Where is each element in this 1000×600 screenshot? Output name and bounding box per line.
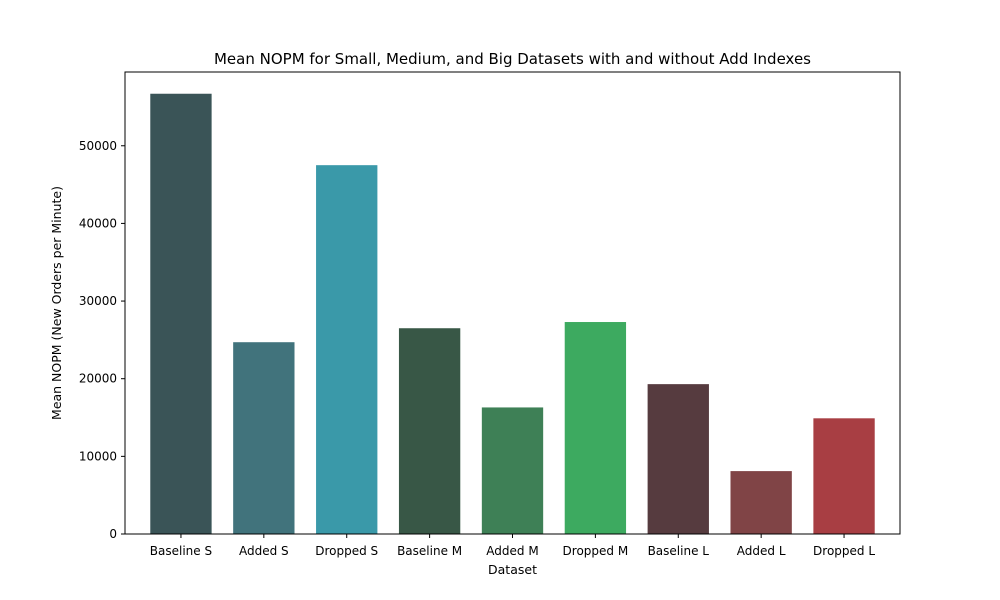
bar-baseline-m	[398, 328, 461, 534]
x-tick-label: Added L	[737, 544, 786, 558]
bar-dropped-s	[316, 165, 378, 535]
y-tick-label: 10000	[79, 449, 117, 463]
bar-added-m	[481, 407, 544, 534]
bar-added-l	[730, 471, 792, 534]
x-tick-label: Dropped M	[563, 544, 629, 558]
x-tick-label: Dropped L	[813, 544, 875, 558]
y-tick-label: 20000	[79, 372, 117, 386]
x-tick-label: Dropped S	[315, 544, 378, 558]
y-tick-label: 40000	[79, 216, 117, 230]
y-tick-label: 30000	[79, 294, 117, 308]
x-tick-label: Baseline M	[397, 544, 462, 558]
y-axis-label: Mean NOPM (New Orders per Minute)	[49, 186, 64, 420]
x-tick-label: Added M	[486, 544, 538, 558]
x-tick-label: Added S	[239, 544, 289, 558]
bar-baseline-s	[150, 93, 212, 534]
chart-title: Mean NOPM for Small, Medium, and Big Dat…	[214, 50, 811, 68]
x-axis-label: Dataset	[488, 562, 537, 577]
x-tick-label: Baseline S	[150, 544, 212, 558]
bar-added-s	[233, 342, 295, 534]
bar-baseline-l	[647, 384, 709, 534]
x-tick-label: Baseline L	[648, 544, 710, 558]
bar-dropped-m	[564, 322, 627, 534]
y-tick-label: 50000	[79, 139, 117, 153]
bars-group	[150, 93, 875, 535]
y-tick-label: 0	[109, 527, 117, 541]
x-axis-ticks: Baseline S Added S Dropped S Baseline M Adde…	[150, 534, 875, 558]
bar-dropped-l	[813, 418, 875, 534]
y-axis-ticks: 0 10000 20000 30000 40000 50000	[79, 139, 125, 541]
